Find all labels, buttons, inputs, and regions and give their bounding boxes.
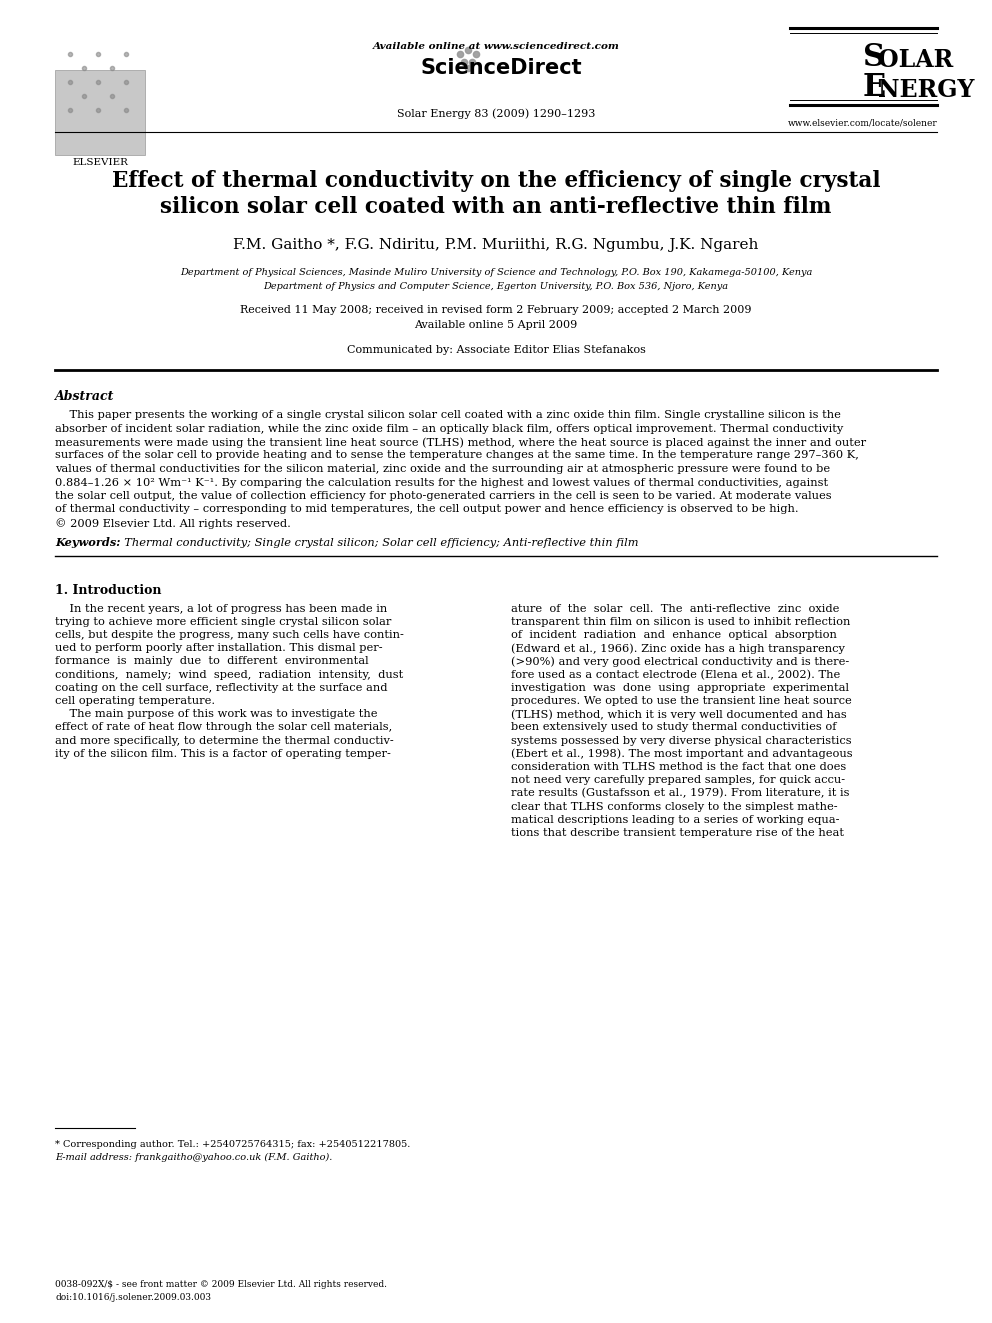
Text: * Corresponding author. Tel.: +2540725764315; fax: +2540512217805.: * Corresponding author. Tel.: +254072576… — [55, 1140, 411, 1148]
Text: Department of Physics and Computer Science, Egerton University, P.O. Box 536, Nj: Department of Physics and Computer Scien… — [264, 282, 728, 291]
Text: (TLHS) method, which it is very well documented and has: (TLHS) method, which it is very well doc… — [511, 709, 847, 720]
Text: 0038-092X/$ - see front matter © 2009 Elsevier Ltd. All rights reserved.: 0038-092X/$ - see front matter © 2009 El… — [55, 1279, 387, 1289]
Text: www.elsevier.com/locate/solener: www.elsevier.com/locate/solener — [788, 118, 937, 127]
Text: of thermal conductivity – corresponding to mid temperatures, the cell output pow: of thermal conductivity – corresponding … — [55, 504, 799, 515]
Text: conditions,  namely;  wind  speed,  radiation  intensity,  dust: conditions, namely; wind speed, radiatio… — [55, 669, 404, 680]
Text: E: E — [863, 71, 886, 103]
Text: measurements were made using the transient line heat source (TLHS) method, where: measurements were made using the transie… — [55, 437, 866, 447]
Text: 0.884–1.26 × 10² Wm⁻¹ K⁻¹. By comparing the calculation results for the highest : 0.884–1.26 × 10² Wm⁻¹ K⁻¹. By comparing … — [55, 478, 828, 487]
Text: (Ebert et al., 1998). The most important and advantageous: (Ebert et al., 1998). The most important… — [511, 749, 853, 759]
Text: clear that TLHS conforms closely to the simplest mathe-: clear that TLHS conforms closely to the … — [511, 802, 837, 811]
Text: and more specifically, to determine the thermal conductiv-: and more specifically, to determine the … — [55, 736, 394, 745]
Text: F.M. Gaitho *, F.G. Ndiritu, P.M. Muriithi, R.G. Ngumbu, J.K. Ngareh: F.M. Gaitho *, F.G. Ndiritu, P.M. Muriit… — [233, 238, 759, 251]
Text: formance  is  mainly  due  to  different  environmental: formance is mainly due to different envi… — [55, 656, 369, 667]
Text: effect of rate of heat flow through the solar cell materials,: effect of rate of heat flow through the … — [55, 722, 392, 733]
Text: Communicated by: Associate Editor Elias Stefanakos: Communicated by: Associate Editor Elias … — [346, 345, 646, 355]
Text: Department of Physical Sciences, Masinde Muliro University of Science and Techno: Department of Physical Sciences, Masinde… — [180, 269, 812, 277]
Text: fore used as a contact electrode (Elena et al., 2002). The: fore used as a contact electrode (Elena … — [511, 669, 840, 680]
Text: (Edward et al., 1966). Zinc oxide has a high transparency: (Edward et al., 1966). Zinc oxide has a … — [511, 643, 845, 654]
Text: OLAR: OLAR — [878, 48, 953, 71]
Bar — [55, 70, 145, 155]
Text: NERGY: NERGY — [878, 78, 974, 102]
Text: Available online 5 April 2009: Available online 5 April 2009 — [415, 320, 577, 329]
Text: Abstract: Abstract — [55, 390, 114, 404]
Text: surfaces of the solar cell to provide heating and to sense the temperature chang: surfaces of the solar cell to provide he… — [55, 451, 859, 460]
Text: ELSEVIER: ELSEVIER — [72, 157, 128, 167]
Text: Received 11 May 2008; received in revised form 2 February 2009; accepted 2 March: Received 11 May 2008; received in revise… — [240, 306, 752, 315]
Text: investigation  was  done  using  appropriate  experimental: investigation was done using appropriate… — [511, 683, 849, 693]
Text: silicon solar cell coated with an anti-reflective thin film: silicon solar cell coated with an anti-r… — [161, 196, 831, 218]
Text: ature  of  the  solar  cell.  The  anti-reflective  zinc  oxide: ature of the solar cell. The anti-reflec… — [511, 603, 839, 614]
Text: Effect of thermal conductivity on the efficiency of single crystal: Effect of thermal conductivity on the ef… — [112, 169, 880, 192]
Text: ued to perform poorly after installation. This dismal per-: ued to perform poorly after installation… — [55, 643, 383, 654]
Text: the solar cell output, the value of collection efficiency for photo-generated ca: the solar cell output, the value of coll… — [55, 491, 831, 501]
Text: This paper presents the working of a single crystal silicon solar cell coated wi: This paper presents the working of a sin… — [55, 410, 841, 419]
Text: 1. Introduction: 1. Introduction — [55, 583, 162, 597]
Text: systems possessed by very diverse physical characteristics: systems possessed by very diverse physic… — [511, 736, 851, 745]
Text: absorber of incident solar radiation, while the zinc oxide film – an optically b: absorber of incident solar radiation, wh… — [55, 423, 843, 434]
Text: not need very carefully prepared samples, for quick accu-: not need very carefully prepared samples… — [511, 775, 845, 785]
Text: been extensively used to study thermal conductivities of: been extensively used to study thermal c… — [511, 722, 836, 733]
Text: Available online at www.sciencedirect.com: Available online at www.sciencedirect.co… — [373, 42, 619, 52]
Text: doi:10.1016/j.solener.2009.03.003: doi:10.1016/j.solener.2009.03.003 — [55, 1293, 211, 1302]
Text: of  incident  radiation  and  enhance  optical  absorption: of incident radiation and enhance optica… — [511, 630, 837, 640]
Text: Thermal conductivity; Single crystal silicon; Solar cell efficiency; Anti-reflec: Thermal conductivity; Single crystal sil… — [117, 537, 639, 548]
Text: Solar Energy 83 (2009) 1290–1293: Solar Energy 83 (2009) 1290–1293 — [397, 108, 595, 119]
Text: Keywords:: Keywords: — [55, 537, 120, 549]
Text: ity of the silicon film. This is a factor of operating temper-: ity of the silicon film. This is a facto… — [55, 749, 391, 758]
Text: cells, but despite the progress, many such cells have contin-: cells, but despite the progress, many su… — [55, 630, 404, 640]
Text: (>90%) and very good electrical conductivity and is there-: (>90%) and very good electrical conducti… — [511, 656, 849, 667]
Text: procedures. We opted to use the transient line heat source: procedures. We opted to use the transien… — [511, 696, 852, 706]
Text: S: S — [863, 42, 885, 73]
Text: trying to achieve more efficient single crystal silicon solar: trying to achieve more efficient single … — [55, 617, 392, 627]
Text: transparent thin film on silicon is used to inhibit reflection: transparent thin film on silicon is used… — [511, 617, 850, 627]
Text: consideration with TLHS method is the fact that one does: consideration with TLHS method is the fa… — [511, 762, 846, 771]
Text: cell operating temperature.: cell operating temperature. — [55, 696, 215, 706]
Text: © 2009 Elsevier Ltd. All rights reserved.: © 2009 Elsevier Ltd. All rights reserved… — [55, 519, 291, 529]
Text: coating on the cell surface, reflectivity at the surface and: coating on the cell surface, reflectivit… — [55, 683, 388, 693]
Text: E-mail address: frankgaitho@yahoo.co.uk (F.M. Gaitho).: E-mail address: frankgaitho@yahoo.co.uk … — [55, 1154, 332, 1162]
Text: ScienceDirect: ScienceDirect — [421, 58, 582, 78]
Text: values of thermal conductivities for the silicon material, zinc oxide and the su: values of thermal conductivities for the… — [55, 464, 830, 474]
Text: rate results (Gustafsson et al., 1979). From literature, it is: rate results (Gustafsson et al., 1979). … — [511, 789, 849, 799]
Text: The main purpose of this work was to investigate the: The main purpose of this work was to inv… — [55, 709, 378, 720]
Text: matical descriptions leading to a series of working equa-: matical descriptions leading to a series… — [511, 815, 839, 824]
Text: tions that describe transient temperature rise of the heat: tions that describe transient temperatur… — [511, 828, 844, 837]
Text: In the recent years, a lot of progress has been made in: In the recent years, a lot of progress h… — [55, 603, 387, 614]
